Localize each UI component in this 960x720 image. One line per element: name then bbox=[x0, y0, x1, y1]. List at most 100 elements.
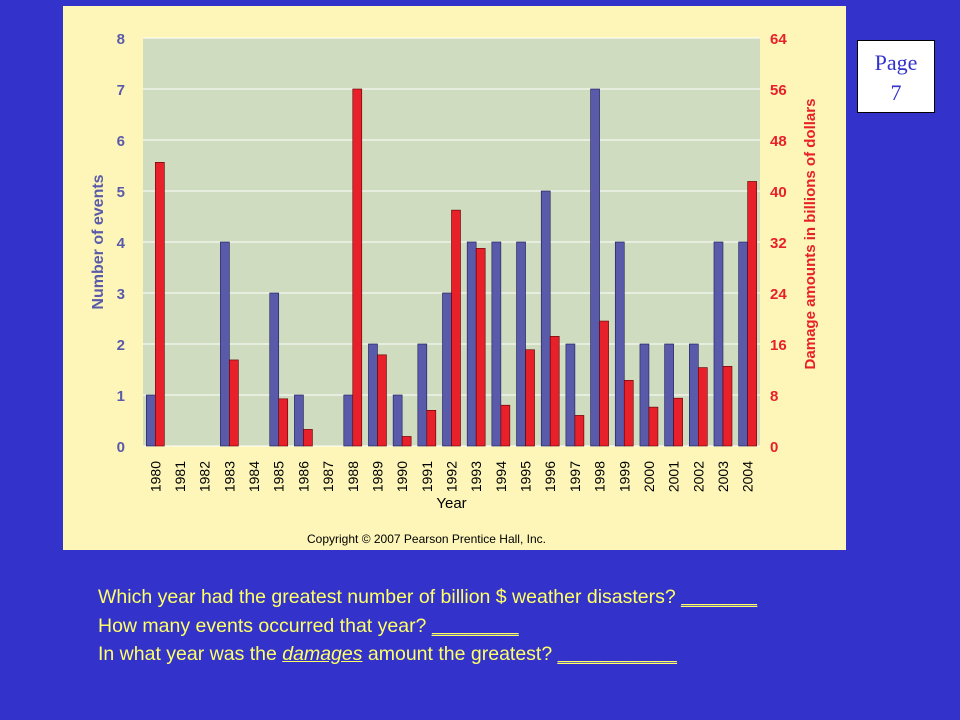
x-tick-label: 2003 bbox=[715, 461, 731, 492]
events-bar bbox=[664, 343, 674, 447]
damage-bar bbox=[549, 336, 560, 447]
y2-tick-label: 40 bbox=[770, 184, 787, 201]
events-bar bbox=[738, 241, 748, 447]
question-2: How many events occurred that year? ____… bbox=[98, 612, 757, 641]
y-tick-label: 0 bbox=[117, 439, 125, 456]
damage-bar bbox=[697, 367, 708, 447]
damage-bar bbox=[278, 398, 289, 447]
x-tick-label: 1996 bbox=[542, 461, 558, 492]
y2-tick-label: 56 bbox=[770, 82, 787, 99]
events-bar bbox=[590, 88, 600, 447]
question-1: Which year had the greatest number of bi… bbox=[98, 583, 757, 612]
events-bar bbox=[343, 394, 354, 447]
events-bar bbox=[269, 292, 280, 447]
x-tick-label: 1994 bbox=[493, 461, 509, 492]
events-bar bbox=[688, 343, 699, 447]
y2-tick-label: 24 bbox=[770, 286, 787, 303]
damage-bar bbox=[525, 349, 535, 447]
y2-tick-label: 16 bbox=[770, 337, 787, 354]
question-3-text-b: amount the greatest? bbox=[362, 643, 558, 665]
damage-bar bbox=[673, 397, 683, 447]
events-bar bbox=[294, 394, 304, 447]
answer-blank-2[interactable]: ________ bbox=[431, 614, 519, 637]
y2-axis-label: Damage amounts in billions of dollars bbox=[802, 99, 819, 370]
damage-bar bbox=[475, 248, 486, 447]
question-list: Which year had the greatest number of bi… bbox=[98, 583, 757, 669]
y-tick-label: 8 bbox=[117, 31, 125, 48]
x-tick-label: 1991 bbox=[419, 461, 435, 492]
damage-bar bbox=[648, 406, 659, 447]
chart-canvas: 0 0 1 8 2 16 3 24 4 32 5 40 6 48 7 56 8 64 1980 1981 1982 198… bbox=[90, 31, 819, 546]
page-label: Page bbox=[874, 50, 918, 75]
y2-tick-label: 0 bbox=[770, 439, 778, 456]
damage-bar bbox=[229, 359, 239, 447]
events-bar bbox=[417, 343, 428, 447]
events-bar bbox=[220, 241, 230, 447]
damage-bar bbox=[599, 320, 609, 447]
events-bar bbox=[713, 241, 724, 447]
damage-bar bbox=[722, 366, 733, 447]
damage-bar bbox=[574, 415, 585, 447]
x-tick-label: 2004 bbox=[740, 461, 756, 492]
damage-bar bbox=[623, 380, 634, 447]
answer-blank-3[interactable]: ___________ bbox=[557, 643, 677, 665]
x-tick-label: 2002 bbox=[690, 461, 706, 492]
x-tick-label: 1999 bbox=[616, 461, 632, 492]
y-tick-label: 7 bbox=[117, 82, 125, 99]
x-tick-label: 1992 bbox=[444, 461, 460, 492]
chart-figure: 0 0 1 8 2 16 3 24 4 32 5 40 6 48 7 56 8 64 1980 1981 1982 198… bbox=[63, 6, 846, 550]
question-3: In what year was the damages amount the … bbox=[98, 640, 757, 669]
page-number: 7 bbox=[890, 80, 902, 105]
events-bar bbox=[540, 190, 551, 447]
damage-bar bbox=[451, 209, 461, 447]
y-axis-label: Number of events bbox=[90, 174, 107, 309]
y-tick-label: 2 bbox=[117, 337, 125, 354]
x-tick-label: 1980 bbox=[147, 461, 163, 492]
question-3-emphasis: damages bbox=[282, 643, 363, 665]
x-tick-label: 1987 bbox=[320, 461, 336, 492]
x-tick-label: 2001 bbox=[666, 461, 682, 492]
bars-layer bbox=[146, 88, 757, 447]
events-bar bbox=[368, 343, 378, 447]
events-bar bbox=[614, 241, 625, 447]
damage-bar bbox=[500, 404, 511, 447]
y-tick-label: 6 bbox=[117, 133, 125, 150]
y-tick-label: 3 bbox=[117, 286, 125, 303]
damage-bar bbox=[303, 429, 313, 447]
x-tick-label: 1984 bbox=[246, 461, 262, 492]
x-tick-label: 1985 bbox=[271, 461, 287, 492]
x-tick-label: 1989 bbox=[369, 461, 385, 492]
y-tick-label: 4 bbox=[117, 235, 126, 252]
damage-bar bbox=[401, 436, 412, 447]
y2-tick-label: 8 bbox=[770, 388, 778, 405]
damage-bar bbox=[352, 88, 363, 447]
x-tick-label: 1998 bbox=[592, 461, 608, 492]
events-bar bbox=[491, 241, 502, 447]
events-bar bbox=[516, 241, 526, 447]
answer-blank-1[interactable]: _______ bbox=[681, 586, 758, 608]
events-bar bbox=[146, 394, 156, 447]
page-number-box: Page 7 bbox=[857, 40, 935, 113]
y-tick-label: 5 bbox=[117, 184, 125, 201]
tick-labels: 0 0 1 8 2 16 3 24 4 32 5 40 6 48 7 56 8 64 1980 1981 1982 198… bbox=[117, 31, 788, 492]
question-2-text: How many events occurred that year? bbox=[98, 614, 432, 637]
y2-tick-label: 64 bbox=[770, 31, 787, 48]
events-bar bbox=[442, 292, 452, 447]
x-tick-label: 1995 bbox=[518, 461, 534, 492]
x-tick-label: 1983 bbox=[221, 461, 237, 492]
x-tick-label: 1981 bbox=[172, 461, 188, 492]
events-bar bbox=[639, 343, 650, 447]
x-tick-label: 1990 bbox=[394, 461, 410, 492]
x-tick-label: 1982 bbox=[197, 461, 213, 492]
damage-bar bbox=[155, 162, 165, 447]
question-1-text: Which year had the greatest number of bi… bbox=[98, 586, 682, 608]
x-axis-label: Year bbox=[436, 495, 466, 512]
events-bar bbox=[392, 394, 403, 447]
copyright-text: Copyright © 2007 Pearson Prentice Hall, … bbox=[307, 532, 546, 546]
damage-bar bbox=[747, 181, 757, 447]
damage-bar bbox=[377, 354, 387, 447]
events-bar bbox=[565, 343, 576, 447]
x-tick-label: 1997 bbox=[567, 461, 583, 492]
y-tick-label: 1 bbox=[117, 388, 125, 405]
x-tick-label: 2000 bbox=[641, 461, 657, 492]
